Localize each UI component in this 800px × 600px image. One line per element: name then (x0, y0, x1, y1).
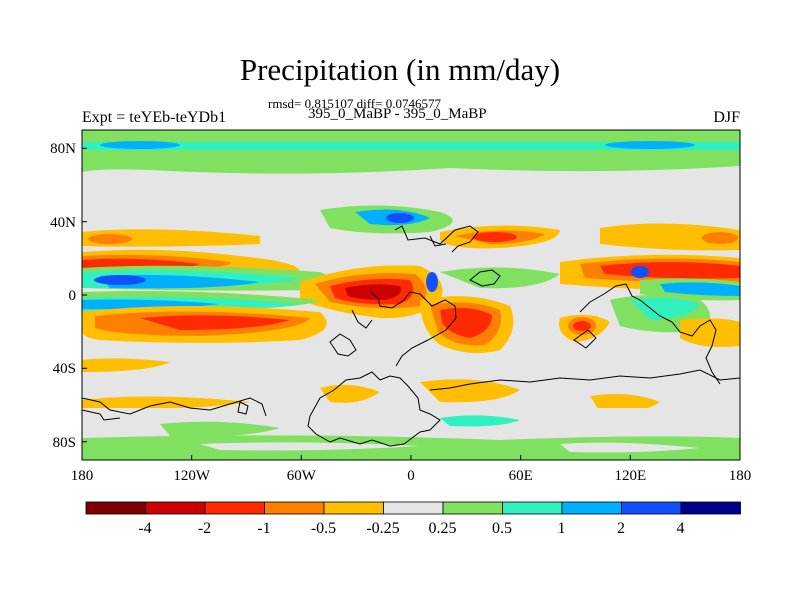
colorbar-label: 4 (677, 520, 685, 537)
lon-tick-label: 120E (614, 468, 646, 484)
lon-tick-label: 120W (173, 468, 211, 484)
colorbar-label: 2 (617, 520, 625, 537)
colorbar-label: 0.5 (492, 520, 512, 537)
lon-tick-label: 180 (729, 468, 752, 484)
map-title: Precipitation (in mm/day) (239, 52, 561, 87)
stats-label: rmsd= 0.815107 diff= 0.0746577 (268, 96, 441, 111)
colorbar-label: -1 (257, 520, 270, 537)
colorbar-label: 1 (558, 520, 566, 537)
colorbar (85, 501, 741, 515)
tick-marks (81, 147, 741, 460)
colorbar-swatch (85, 501, 146, 515)
experiment-label: Expt = teYEb-teYDb1 (82, 109, 227, 126)
lon-tick-label: 60E (509, 468, 533, 484)
lat-tick-label: 40N (50, 215, 76, 231)
lon-tick-label: 0 (407, 468, 415, 484)
season-label: DJF (713, 109, 740, 126)
lon-tick-label: 60W (287, 468, 317, 484)
colorbar-label: -0.5 (311, 520, 336, 537)
lat-tick-label: 0 (69, 288, 77, 304)
colorbar-swatch (145, 501, 206, 515)
colorbar-label: 0.25 (429, 520, 457, 537)
colorbar-label: -0.25 (366, 520, 399, 537)
colorbar-label: -2 (198, 520, 211, 537)
colorbar-swatch (442, 501, 503, 515)
lat-tick-label: 80S (53, 435, 76, 451)
lat-tick-label: 80N (50, 141, 76, 157)
lon-tick-label: 180 (71, 468, 94, 484)
period-label: 395_0_MaBP - 395_0_MaBP (308, 106, 487, 122)
colorbar-swatch (680, 501, 741, 515)
colorbar-swatch (264, 501, 325, 515)
precip-field (82, 130, 740, 460)
lat-tick-label: 40S (53, 361, 76, 377)
colorbar-swatch (621, 501, 682, 515)
coastlines (82, 225, 740, 447)
colorbar-label: -4 (138, 520, 151, 537)
colorbar-swatch (502, 501, 563, 515)
colorbar-swatch (561, 501, 622, 515)
colorbar-swatch (204, 501, 265, 515)
colorbar-swatch (323, 501, 384, 515)
colorbar-swatch (383, 501, 444, 515)
